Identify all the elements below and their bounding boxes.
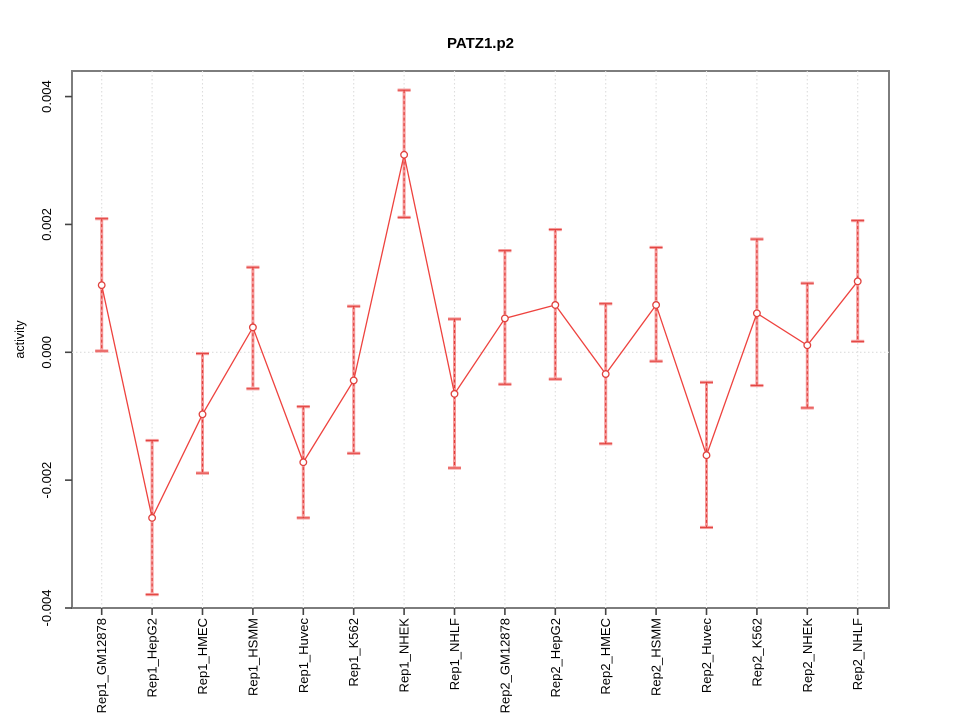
data-point (500, 314, 509, 323)
x-tick-label: Rep2_NHLF (850, 618, 865, 690)
chart-title: PATZ1.p2 (447, 35, 514, 52)
data-point (349, 376, 358, 385)
x-tick-label: Rep1_NHLF (447, 618, 462, 690)
data-point (601, 370, 610, 378)
x-tick-label: Rep1_Huvec (296, 618, 311, 694)
data-point (97, 281, 106, 290)
x-tick-label: Rep1_HSMM (245, 618, 260, 696)
x-tick-label: Rep1_K562 (346, 618, 361, 687)
x-tick-label: Rep2_HSMM (649, 618, 664, 696)
y-tick-label: 0.002 (39, 208, 54, 241)
x-tick-label: Rep1_NHEK (397, 618, 412, 693)
x-tick-label: Rep1_GM12878 (94, 618, 109, 713)
data-point (299, 458, 308, 467)
x-tick-label: Rep2_GM12878 (497, 618, 512, 713)
data-point (752, 309, 761, 318)
data-point (248, 323, 257, 332)
y-axis-title: activity (13, 320, 27, 359)
x-tick-label: Rep2_K562 (749, 618, 764, 687)
y-tick-label: -0.002 (39, 462, 54, 499)
x-tick-label: Rep1_HMEC (195, 618, 210, 695)
series-line (101, 154, 859, 520)
y-tick-label: 0.004 (39, 80, 54, 113)
x-tick-label: Rep2_NHEK (800, 618, 815, 693)
y-tick-label: 0.000 (39, 336, 54, 369)
x-tick-label: Rep2_HepG2 (548, 618, 563, 698)
data-point (450, 389, 459, 398)
x-tick-label: Rep1_HepG2 (145, 618, 160, 698)
data-point (853, 277, 862, 286)
data-point (803, 341, 812, 350)
data-point (551, 301, 560, 309)
x-tick-label: Rep2_Huvec (699, 618, 714, 694)
data-point (652, 301, 661, 309)
y-tick-label: -0.004 (39, 590, 54, 627)
data-point (702, 451, 711, 460)
x-tick-label: Rep2_HMEC (598, 618, 613, 695)
data-point (198, 410, 207, 419)
data-point (148, 513, 157, 522)
plot-frame (71, 70, 890, 609)
data-point (400, 150, 409, 159)
